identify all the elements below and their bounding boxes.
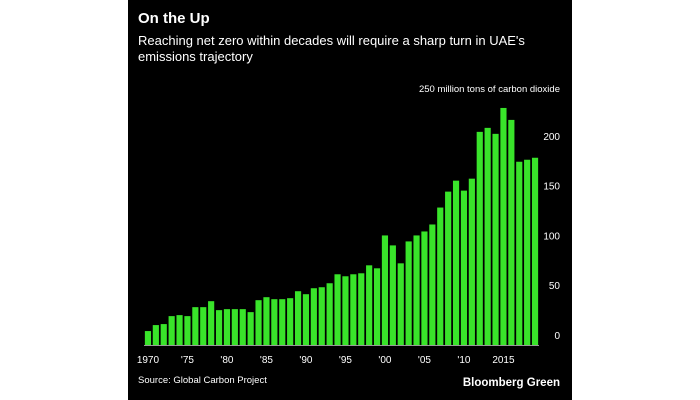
bar-2018 <box>524 159 531 345</box>
chart-title: On the Up <box>138 10 210 27</box>
bar-2004 <box>413 235 420 345</box>
source-note: Source: Global Carbon Project <box>138 375 267 386</box>
bar-1982 <box>239 309 246 345</box>
y-tick-label: 0 <box>554 331 560 342</box>
bar-1999 <box>373 268 381 345</box>
bar-1998 <box>366 265 373 345</box>
bar-2013 <box>484 127 491 346</box>
bar-2007 <box>437 207 444 345</box>
bar-1996 <box>350 274 357 345</box>
bar-chart: 1970 '75 '80 '85 '90 '95 '00 '05 '10 2015 0 50 100 15… <box>137 107 561 366</box>
bar-2010 <box>460 190 468 345</box>
bar-2002 <box>397 263 404 345</box>
x-tick-label: 1970 <box>137 355 160 366</box>
bar-2006 <box>429 224 436 345</box>
bar-2000 <box>381 235 389 345</box>
bar-2001 <box>389 245 396 345</box>
bar-1981 <box>231 309 238 345</box>
x-tick-label: '85 <box>260 355 273 366</box>
chart-panel: On the Up Reaching net zero within decad… <box>128 0 572 400</box>
y-tick-label: 50 <box>549 281 561 292</box>
bar-1975 <box>184 316 191 345</box>
bar-1995 <box>342 276 349 345</box>
y-tick-label: 200 <box>543 132 560 143</box>
bar-1987 <box>279 299 286 345</box>
bar-1989 <box>294 291 302 345</box>
x-tick-label: '90 <box>299 355 312 366</box>
bar-1973 <box>168 316 175 345</box>
bar-2009 <box>452 180 460 345</box>
bar-1980 <box>223 309 231 345</box>
x-tick-label: '75 <box>181 355 194 366</box>
bar-2011 <box>468 178 475 345</box>
x-tick-label: '80 <box>220 355 233 366</box>
x-tick-label: '10 <box>457 355 470 366</box>
bar-1991 <box>310 288 317 345</box>
y-tick-label: 150 <box>543 182 560 193</box>
bar-1977 <box>200 307 207 345</box>
bar-2012 <box>476 131 483 345</box>
bar-2003 <box>405 241 412 345</box>
bar-1978 <box>208 301 215 345</box>
bar-1976 <box>192 307 199 345</box>
bar-1985 <box>263 297 270 345</box>
bar-1971 <box>152 325 159 345</box>
bar-1990 <box>302 294 310 345</box>
bar-2005 <box>421 231 428 345</box>
bar-2008 <box>445 191 452 345</box>
bar-1974 <box>176 315 183 345</box>
bar-2015 <box>500 107 507 345</box>
x-tick-label: '95 <box>339 355 352 366</box>
bar-1979 <box>215 310 223 345</box>
bar-1970 <box>144 331 152 345</box>
bar-2017 <box>516 161 523 345</box>
bar-1986 <box>271 299 278 345</box>
bar-1984 <box>255 300 262 345</box>
bar-2014 <box>492 133 499 345</box>
chart-subtitle: Reaching net zero within decades will re… <box>138 33 525 64</box>
bar-2019 <box>531 157 539 345</box>
bar-1993 <box>326 283 333 345</box>
bar-1994 <box>334 274 341 345</box>
bar-1988 <box>287 298 294 345</box>
x-tick-label: 2015 <box>492 355 515 366</box>
y-axis-unit-label: 250 million tons of carbon dioxide <box>418 84 560 95</box>
bar-1997 <box>358 273 365 345</box>
bar-2016 <box>508 119 515 346</box>
y-tick-label: 100 <box>543 231 560 242</box>
x-tick-label: '00 <box>378 355 391 366</box>
x-tick-label: '05 <box>418 355 431 366</box>
bar-1992 <box>318 287 325 345</box>
bar-1972 <box>160 324 167 345</box>
brand-logo: Bloomberg Green <box>462 377 560 389</box>
bar-1983 <box>247 312 254 345</box>
